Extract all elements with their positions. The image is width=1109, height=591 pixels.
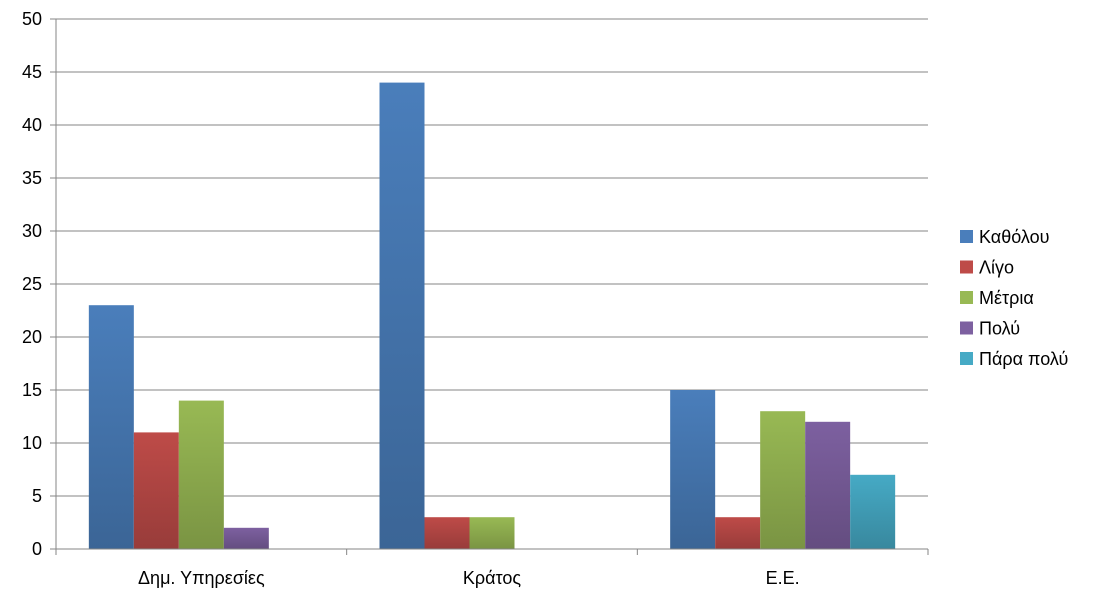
bar-1-2 bbox=[379, 82, 425, 549]
bar-3-1 bbox=[178, 400, 224, 549]
legend-label: Λίγο bbox=[979, 258, 1014, 278]
bar-2-1 bbox=[133, 432, 179, 549]
y-tick-label: 45 bbox=[22, 62, 42, 82]
legend-swatch bbox=[960, 230, 973, 243]
bar-1-1 bbox=[88, 305, 134, 549]
bar-1-3 bbox=[670, 390, 716, 549]
legend-swatch bbox=[960, 260, 973, 274]
bar-2-2 bbox=[424, 517, 470, 549]
legend-swatch bbox=[960, 321, 973, 335]
legend-label: Πολύ bbox=[979, 319, 1020, 339]
y-tick-label: 30 bbox=[22, 221, 42, 241]
bar-4-1 bbox=[223, 527, 269, 549]
y-tick-label: 35 bbox=[22, 168, 42, 188]
legend-label: Καθόλου bbox=[979, 227, 1049, 247]
y-tick-label: 25 bbox=[22, 274, 42, 294]
y-tick-label: 10 bbox=[22, 433, 42, 453]
bar-4-3 bbox=[805, 421, 851, 549]
y-tick-label: 15 bbox=[22, 380, 42, 400]
legend-label: Μέτρια bbox=[979, 288, 1034, 308]
bar-5-3 bbox=[850, 474, 896, 549]
y-tick-label: 40 bbox=[22, 115, 42, 135]
bar-2-3 bbox=[715, 517, 761, 549]
y-tick-label: 0 bbox=[32, 539, 42, 559]
legend-swatch bbox=[960, 352, 973, 365]
legend: Καθόλου Λίγο Μέτρια Πολύ Πάρα πολύ bbox=[960, 227, 1068, 369]
bar-3-2 bbox=[469, 517, 515, 549]
x-tick-label: Κράτος bbox=[463, 568, 522, 588]
legend-label: Πάρα πολύ bbox=[979, 349, 1068, 369]
bar-3-3 bbox=[760, 411, 806, 549]
x-tick-label: Ε.Ε. bbox=[766, 568, 800, 588]
y-tick-labels: 0 5 10 15 20 25 30 35 40 45 50 bbox=[22, 9, 42, 559]
axes bbox=[50, 18, 929, 555]
x-tick-labels: Δημ. Υπηρεσίες Κράτος Ε.Ε. bbox=[138, 568, 800, 588]
y-tick-label: 50 bbox=[22, 9, 42, 29]
y-tick-label: 20 bbox=[22, 327, 42, 347]
bars bbox=[88, 82, 896, 549]
x-tick-label: Δημ. Υπηρεσίες bbox=[138, 568, 265, 588]
y-tick-label: 5 bbox=[32, 486, 42, 506]
legend-swatch bbox=[960, 291, 973, 304]
